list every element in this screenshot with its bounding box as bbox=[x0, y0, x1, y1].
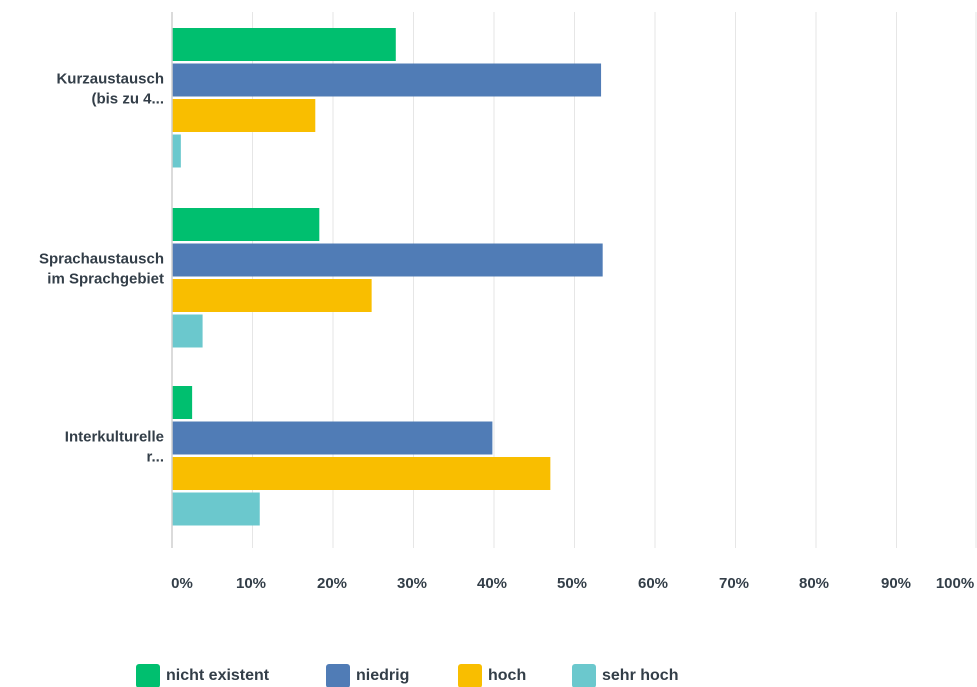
bar-sehr-hoch-1 bbox=[172, 314, 203, 348]
x-tick-label: 80% bbox=[799, 575, 829, 592]
category-label: Sprachaustausch bbox=[39, 251, 164, 268]
bars bbox=[172, 28, 603, 526]
x-tick-label: 100% bbox=[936, 575, 974, 592]
category-label: Kurzaustausch bbox=[56, 71, 164, 88]
gridlines bbox=[252, 12, 977, 548]
x-tick-label: 50% bbox=[557, 575, 587, 592]
bar-niedrig-2 bbox=[172, 421, 493, 455]
bar-hoch-0 bbox=[172, 99, 316, 132]
x-tick-label: 90% bbox=[881, 575, 911, 592]
legend-label: sehr hoch bbox=[602, 667, 678, 684]
legend: nicht existent niedrig hoch sehr hoch bbox=[136, 664, 678, 687]
category-labels: Kurzaustausch (bis zu 4... Sprachaustausch… bbox=[39, 71, 164, 466]
legend-swatch-niedrig bbox=[326, 664, 350, 687]
bar-sehr-hoch-0 bbox=[172, 134, 181, 168]
legend-swatch-nicht-existent bbox=[136, 664, 160, 687]
bar-nicht-existent-0 bbox=[172, 28, 396, 61]
bar-hoch-1 bbox=[172, 279, 372, 312]
x-tick-label: 10% bbox=[236, 575, 266, 592]
bar-sehr-hoch-2 bbox=[172, 492, 260, 526]
category-label: im Sprachgebiet bbox=[47, 271, 164, 288]
x-tick-label: 0% bbox=[171, 575, 193, 592]
bar-niedrig-0 bbox=[172, 63, 602, 97]
bar-nicht-existent-1 bbox=[172, 208, 320, 241]
x-tick-label: 70% bbox=[719, 575, 749, 592]
legend-swatch-sehr-hoch bbox=[572, 664, 596, 687]
legend-swatch-hoch bbox=[458, 664, 482, 687]
legend-label: niedrig bbox=[356, 667, 409, 684]
bar-niedrig-1 bbox=[172, 243, 603, 277]
x-tick-label: 30% bbox=[397, 575, 427, 592]
bar-hoch-2 bbox=[172, 457, 551, 490]
x-tick-label: 60% bbox=[638, 575, 668, 592]
x-tick-label: 20% bbox=[317, 575, 347, 592]
legend-label: nicht existent bbox=[166, 667, 270, 684]
bar-nicht-existent-2 bbox=[172, 386, 193, 419]
category-label: (bis zu 4... bbox=[91, 91, 164, 108]
legend-label: hoch bbox=[488, 667, 526, 684]
x-tick-label: 40% bbox=[477, 575, 507, 592]
category-label: r... bbox=[146, 449, 164, 466]
category-label: Interkulturelle bbox=[65, 429, 164, 446]
x-tick-labels: 0% 10% 20% 30% 40% 50% 60% 70% 80% 90% 100% bbox=[171, 575, 974, 592]
